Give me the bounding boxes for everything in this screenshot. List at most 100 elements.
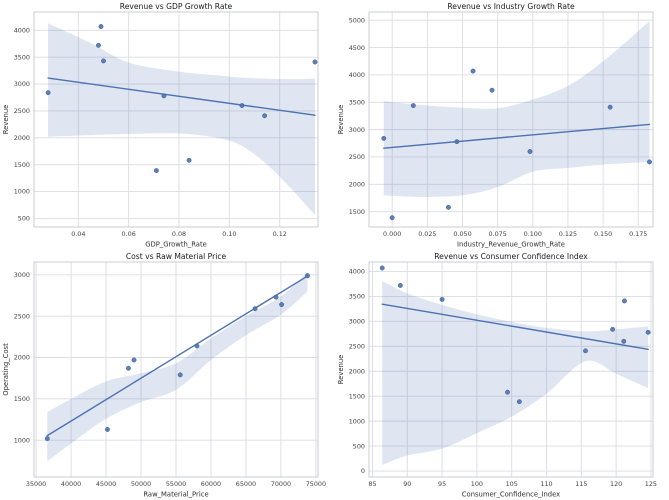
y-tick-label: 1500 bbox=[14, 161, 30, 169]
data-point bbox=[96, 42, 101, 48]
data-point bbox=[161, 93, 167, 99]
data-point bbox=[194, 343, 200, 349]
y-tick-label: 500 bbox=[18, 215, 30, 223]
y-tick-label: 2500 bbox=[349, 343, 365, 351]
data-point bbox=[186, 157, 192, 163]
y-tick-label: 2500 bbox=[349, 153, 365, 161]
confidence-band bbox=[48, 23, 315, 216]
y-tick-label: 0 bbox=[361, 467, 365, 475]
x-tick-label: 40000 bbox=[61, 480, 81, 488]
regression-line bbox=[46, 275, 309, 437]
data-point bbox=[439, 296, 445, 302]
x-tick-label: 60000 bbox=[201, 480, 221, 488]
y-tick-label: 3000 bbox=[349, 318, 365, 326]
data-point bbox=[239, 103, 245, 108]
data-point bbox=[470, 68, 476, 74]
y-tick-label: 5000 bbox=[349, 16, 365, 24]
y-axis-label: Operating_Cost bbox=[2, 343, 10, 396]
y-tick-label: 1500 bbox=[349, 208, 365, 216]
subplot-revenue-vs-consumer-confidence-index: 85 90 95 100 105 110 115 120 125 0 500 1000 1500 2000… bbox=[335, 250, 669, 500]
subplot-revenue-vs-industry-growth-rate: 0.000 0.025 0.050 0.075 0.100 0.125 0.150 0.175… bbox=[335, 0, 669, 250]
y-tick-label: 1000 bbox=[349, 417, 365, 425]
data-point bbox=[131, 357, 137, 363]
x-tick-label: 105 bbox=[506, 480, 518, 488]
x-tick-label: 0.100 bbox=[524, 230, 542, 238]
y-tick-label: 500 bbox=[353, 442, 365, 450]
x-axis-label: Consumer_Confidence_Index bbox=[462, 491, 560, 499]
data-point bbox=[505, 389, 510, 395]
data-point bbox=[45, 90, 51, 96]
y-tick-label: 2500 bbox=[14, 107, 30, 115]
y-tick-label: 4500 bbox=[349, 44, 365, 52]
data-point bbox=[645, 329, 651, 335]
x-tick-label: 0.12 bbox=[273, 230, 287, 238]
y-tick-label: 2000 bbox=[14, 354, 30, 362]
regression-line bbox=[47, 77, 316, 116]
x-tick-label: 0.04 bbox=[71, 230, 85, 238]
y-tick-label: 3500 bbox=[349, 293, 365, 301]
y-tick-label: 1500 bbox=[14, 395, 30, 403]
x-tick-label: 120 bbox=[610, 480, 622, 488]
plot-border bbox=[368, 11, 654, 228]
data-point bbox=[621, 338, 627, 344]
data-point bbox=[44, 436, 50, 441]
data-point bbox=[177, 372, 183, 378]
x-tick-label: 95 bbox=[438, 480, 446, 488]
data-point bbox=[381, 135, 387, 141]
x-tick-label: 85 bbox=[368, 480, 376, 488]
y-tick-label: 3000 bbox=[14, 271, 30, 279]
data-point bbox=[104, 427, 110, 432]
data-point bbox=[647, 159, 652, 165]
y-tick-label: 4000 bbox=[349, 268, 365, 276]
y-tick-label: 3000 bbox=[14, 80, 30, 88]
data-point bbox=[262, 113, 268, 119]
x-axis-label: Raw_Material_Price bbox=[143, 491, 208, 499]
chart-title: Revenue vs Industry Growth Rate bbox=[447, 2, 575, 11]
x-tick-label: 0.050 bbox=[453, 230, 471, 238]
data-point bbox=[153, 168, 159, 174]
data-point bbox=[610, 326, 616, 332]
y-tick-label: 2500 bbox=[14, 312, 30, 320]
y-tick-label: 2000 bbox=[349, 367, 365, 375]
x-tick-label: 0.08 bbox=[172, 230, 186, 238]
y-tick-label: 2000 bbox=[349, 181, 365, 189]
y-axis-label: Revenue bbox=[337, 355, 345, 385]
x-tick-label: 0.000 bbox=[383, 230, 401, 238]
x-tick-label: 45000 bbox=[96, 480, 116, 488]
data-point bbox=[252, 306, 258, 312]
x-tick-label: 0.125 bbox=[559, 230, 577, 238]
subplot-revenue-vs-gdp-growth-rate: 0.04 0.06 0.08 0.10 0.12 500 1000 1500 2000 2500 3… bbox=[0, 0, 334, 250]
y-axis-label: Revenue bbox=[2, 105, 10, 135]
chart-title: Revenue vs Consumer Confidence Index bbox=[434, 252, 588, 261]
data-point bbox=[489, 87, 495, 93]
data-point bbox=[98, 24, 104, 29]
confidence-band bbox=[47, 272, 308, 462]
confidence-band bbox=[382, 280, 649, 466]
y-tick-label: 1500 bbox=[349, 392, 365, 400]
x-tick-label: 0.175 bbox=[629, 230, 647, 238]
chart-svg-cost-vs-raw-material: 35000 40000 45000 50000 55000 60000 65000 70000… bbox=[2, 252, 326, 499]
data-point bbox=[279, 302, 285, 308]
x-tick-label: 125 bbox=[645, 480, 657, 488]
regression-line bbox=[383, 123, 651, 149]
data-point bbox=[583, 348, 588, 354]
plot-border bbox=[368, 261, 654, 478]
x-tick-label: 0.06 bbox=[122, 230, 136, 238]
data-point bbox=[516, 399, 522, 405]
x-tick-label: 100 bbox=[471, 480, 483, 488]
chart-svg-revenue-vs-industry: 0.000 0.025 0.050 0.075 0.100 0.125 0.150 0.175… bbox=[337, 2, 654, 249]
data-point bbox=[445, 204, 451, 210]
x-tick-label: 110 bbox=[540, 480, 552, 488]
chart-title: Revenue vs GDP Growth Rate bbox=[120, 2, 233, 11]
data-point bbox=[125, 365, 131, 371]
x-tick-label: 115 bbox=[575, 480, 587, 488]
plot-border bbox=[33, 11, 319, 228]
x-tick-label: 0.025 bbox=[418, 230, 436, 238]
y-tick-label: 3500 bbox=[14, 53, 30, 61]
subplot-cost-vs-raw-material-price: 35000 40000 45000 50000 55000 60000 65000 70000… bbox=[0, 250, 334, 500]
y-tick-label: 3500 bbox=[349, 98, 365, 106]
data-point bbox=[379, 265, 385, 271]
data-point bbox=[273, 294, 279, 300]
data-point bbox=[410, 103, 416, 108]
chart-svg-revenue-vs-gdp: 0.04 0.06 0.08 0.10 0.12 500 1000 1500 2000 2500 3… bbox=[2, 2, 319, 249]
